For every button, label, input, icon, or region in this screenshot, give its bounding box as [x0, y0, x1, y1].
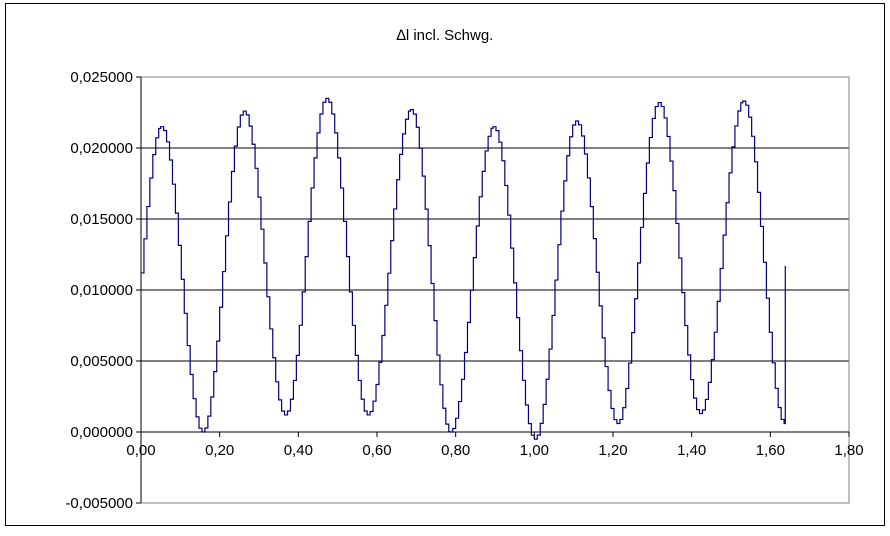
y-tick-label: 0,010000 [70, 282, 133, 299]
x-tick-label: 0,20 [205, 442, 234, 459]
x-tick-label: 1,00 [520, 442, 549, 459]
x-tick-label: 0,40 [284, 442, 313, 459]
x-tick-label: 1,60 [756, 442, 785, 459]
y-tick-label: 0,005000 [70, 353, 133, 370]
axes [136, 76, 850, 504]
x-tick-label: 0,60 [362, 442, 391, 459]
y-tick-label: 0,015000 [70, 211, 133, 228]
x-tick-label: 1,20 [598, 442, 627, 459]
x-tick-labels: 0,00 0,20 0,40 0,60 0,80 1,00 1,20 1,40 1,60 1,80 [126, 442, 863, 459]
x-tick-label: 0,80 [441, 442, 470, 459]
y-tick-label: 0,020000 [70, 140, 133, 157]
x-tick-label: 0,00 [126, 442, 155, 459]
x-tick-label: 1,80 [834, 442, 863, 459]
y-tick-label: 0,000000 [70, 424, 133, 441]
y-tick-labels: 0,025000 0,020000 0,015000 0,010000 0,005000… [65, 69, 133, 512]
chart-title: ∆l incl. Schwg. [397, 27, 494, 44]
series-line-delta-l [141, 97, 786, 440]
x-tick-label: 1,40 [677, 442, 706, 459]
y-tick-label: 0,025000 [70, 69, 133, 86]
y-tick-label: -0,005000 [65, 495, 133, 512]
chart-outer-border [5, 3, 885, 526]
